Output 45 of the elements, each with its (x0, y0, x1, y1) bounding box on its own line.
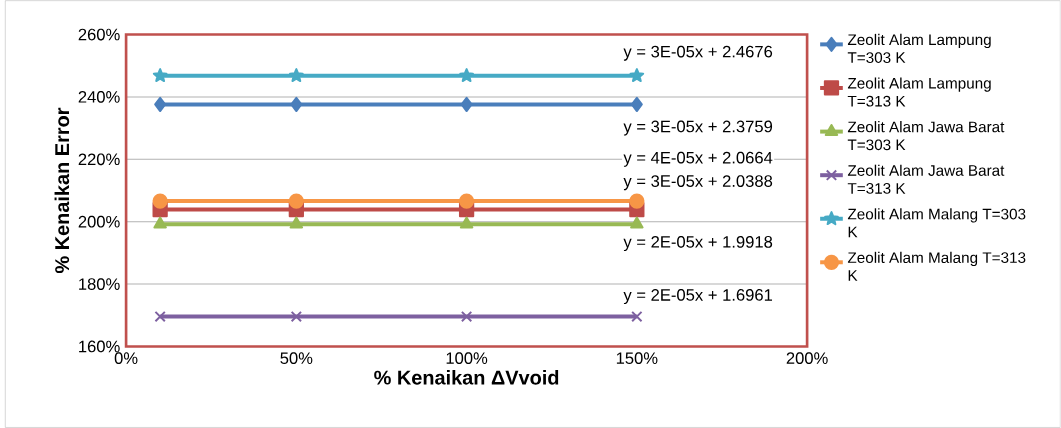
legend-label: Zeolit Alam Malang T=303 K (847, 208, 1026, 238)
x-tick-label: 50% (280, 352, 313, 364)
annotation: y = 2E-05x + 1.9918 (623, 235, 773, 251)
point (630, 216, 644, 229)
y-axis-title: % Kenaikan Error (54, 107, 70, 273)
annotation: y = 3E-05x + 2.0388 (623, 175, 773, 191)
legend-label: Zeolit Alam Lampung T=313 K (847, 77, 991, 107)
x-tick-label: 200% (786, 352, 828, 364)
legend-label: Zeolit Alam Jawa Barat T=313 K (847, 164, 1005, 194)
point (460, 310, 473, 323)
point (288, 193, 304, 209)
point (289, 216, 304, 229)
y-tick-label: 260% (78, 28, 120, 41)
x-axis-title: % Kenaikan ΔVvoid (374, 369, 559, 385)
point (459, 216, 474, 229)
point (631, 310, 643, 323)
y-tick-label: 220% (78, 153, 120, 166)
point (290, 96, 303, 112)
annotation: y = 2E-05x + 1.6961 (623, 289, 773, 305)
legend-label: Zeolit Alam Lampung T=303 K (847, 33, 991, 63)
legend-label: Zeolit Alam Jawa Barat T=303 K (847, 121, 1005, 151)
point (629, 193, 645, 209)
x-tick-label: 0% (114, 352, 138, 364)
point (458, 193, 475, 209)
y-tick-label: 160% (79, 340, 120, 353)
legend-label: Zeolit Alam Malang T=313 K (847, 251, 1026, 281)
y-tick-label: 200% (78, 215, 120, 228)
y-tick-label: 180% (79, 278, 120, 290)
point (153, 216, 167, 229)
point (152, 193, 168, 209)
point (154, 96, 167, 112)
point (630, 96, 643, 112)
x-tick-label: 150% (616, 352, 658, 364)
point (289, 68, 304, 83)
point (152, 68, 168, 83)
point (629, 68, 645, 83)
annotation: y = 3E-05x + 2.4676 (623, 45, 773, 61)
point (459, 68, 474, 83)
y-tick-label: 240% (78, 90, 120, 103)
annotation: y = 3E-05x + 2.3759 (623, 120, 773, 136)
point (460, 96, 473, 112)
x-tick-label: 100% (446, 352, 488, 364)
point (290, 310, 303, 323)
annotation: y = 4E-05x + 2.0664 (623, 151, 773, 167)
point (154, 310, 166, 323)
